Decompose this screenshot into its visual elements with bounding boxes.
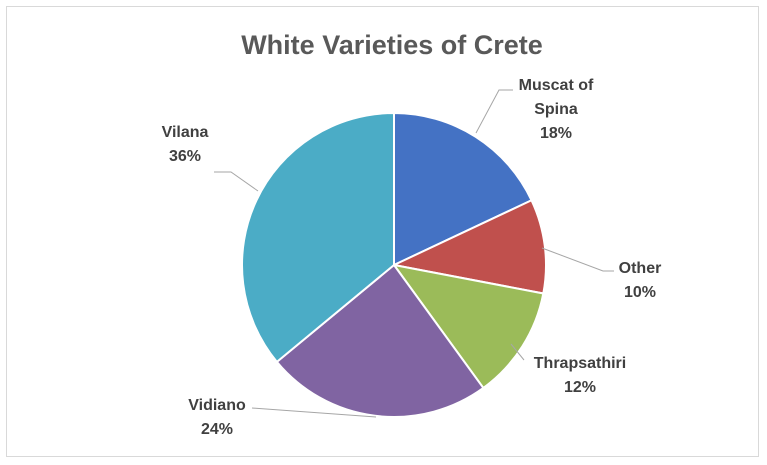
data-label: Vilana 36% bbox=[162, 124, 209, 165]
pie-slice-vilana bbox=[241, 111, 395, 364]
pie-slice-other bbox=[390, 198, 548, 295]
pie-slices bbox=[241, 111, 548, 418]
leader-line bbox=[475, 89, 513, 134]
leader-line bbox=[541, 247, 614, 272]
pie-slice-vidiano bbox=[275, 263, 485, 418]
leader-line bbox=[510, 343, 525, 361]
pie-slice-thrapsathiri bbox=[391, 263, 545, 390]
leader-line bbox=[251, 407, 377, 418]
chart-title: White Varieties of Crete bbox=[241, 30, 543, 60]
data-label: Thrapsathiri 12% bbox=[534, 355, 626, 396]
pie-slice-muscat-of-spina bbox=[393, 111, 533, 267]
leader-lines bbox=[214, 89, 614, 418]
data-label: Other 10% bbox=[619, 260, 662, 301]
data-label: Muscat of Spina 18% bbox=[519, 77, 594, 142]
data-labels: Muscat of Spina 18% Other 10% Thrapsathiri 12%… bbox=[162, 77, 662, 438]
data-label: Vidiano 24% bbox=[188, 397, 246, 438]
leader-line bbox=[214, 171, 259, 192]
